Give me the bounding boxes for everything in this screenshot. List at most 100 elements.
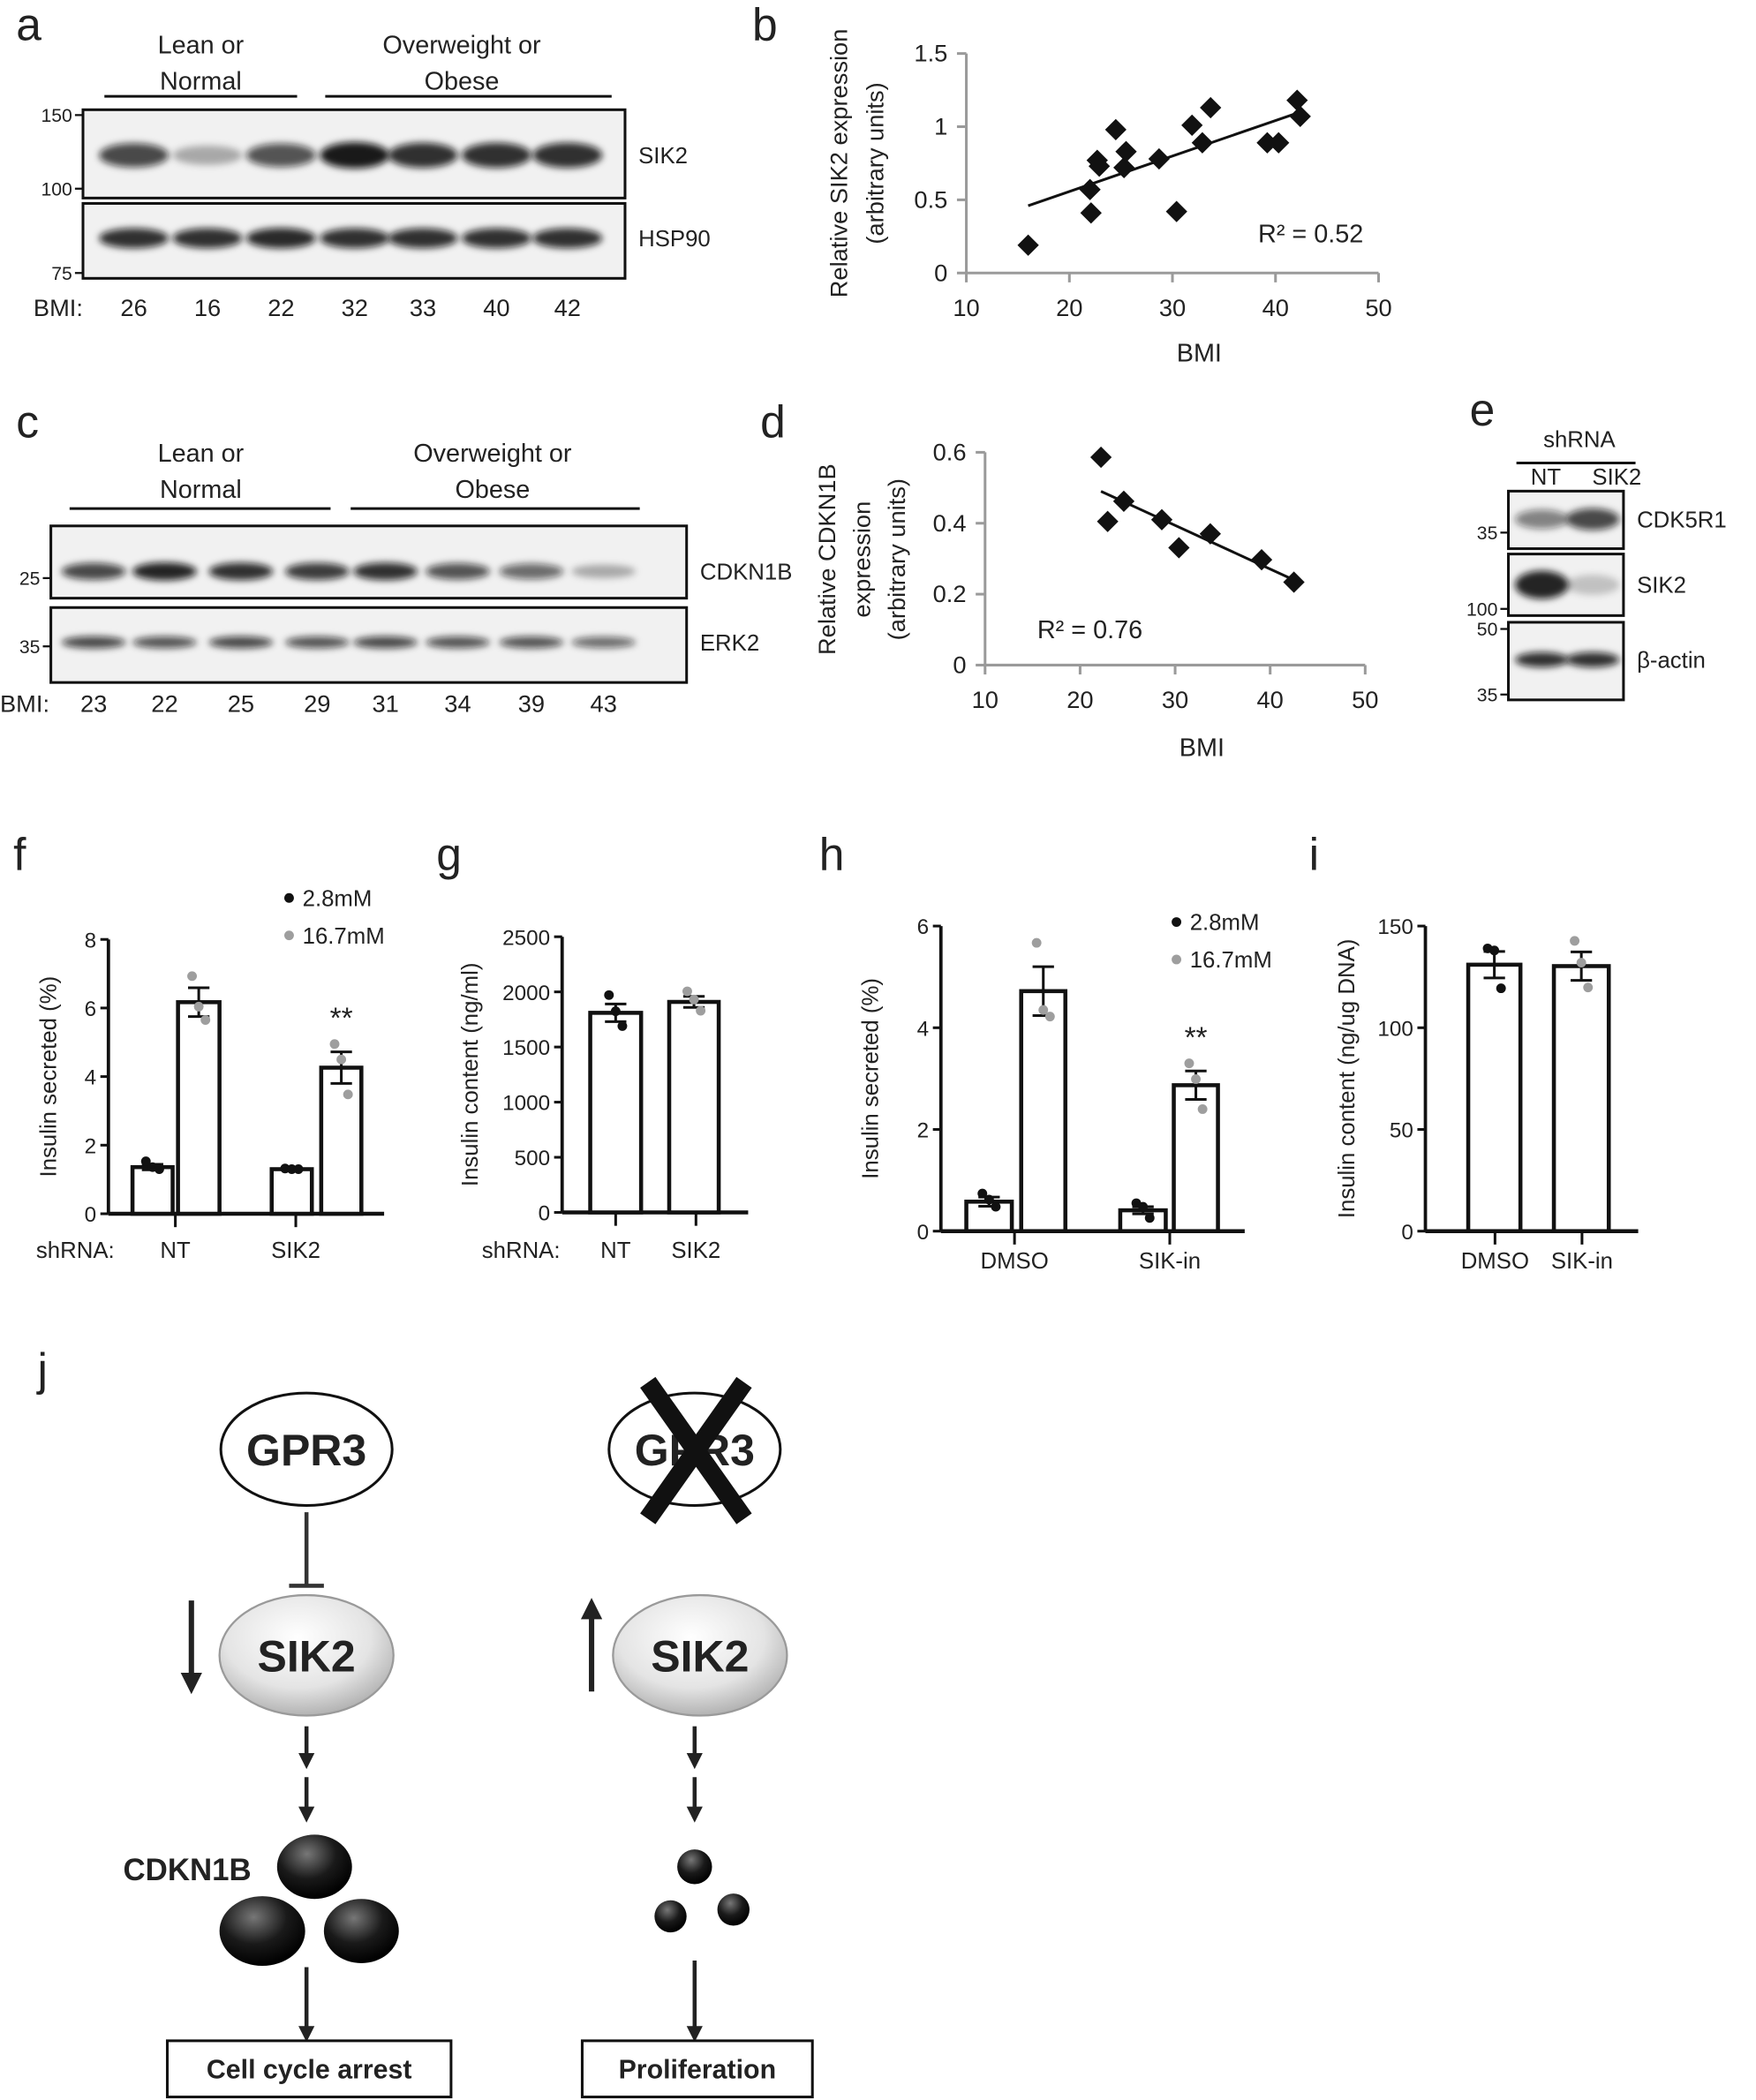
panel-letter-a: a xyxy=(16,0,41,49)
y-tick-label: 1000 xyxy=(502,1092,550,1116)
protein-band xyxy=(172,228,243,249)
x-tick-label: 50 xyxy=(1365,294,1391,321)
data-point-diamond xyxy=(1089,446,1112,469)
category-label: DMSO xyxy=(1461,1249,1529,1274)
protein-band xyxy=(353,636,418,649)
bmi-value: 43 xyxy=(591,690,617,718)
x-prefix-label: shRNA: xyxy=(482,1238,561,1263)
sik2-node xyxy=(218,1593,395,1717)
protein-band xyxy=(353,562,418,581)
bar xyxy=(667,999,721,1215)
mw-marker-label: 35 xyxy=(19,637,41,658)
mw-marker-label: 75 xyxy=(51,264,72,284)
y-tick-label: 1.5 xyxy=(914,40,947,67)
group-header: Obese xyxy=(455,476,530,504)
sik2-label: SIK2 xyxy=(258,1631,356,1681)
lane-label: SIK2 xyxy=(1592,465,1641,490)
protein-band xyxy=(99,228,170,249)
blot-panel-c: Lean or Normal Overweight or Obese CDKN1B ERK… xyxy=(0,440,792,717)
x-tick-label: 50 xyxy=(1352,686,1378,713)
protein-band xyxy=(61,636,126,649)
replicate-point xyxy=(1576,958,1586,968)
chart-h: 0 2 4 6 Insulin secreted (%) DMSO SIK-in ** 2.8m… xyxy=(858,911,1271,1275)
cdkn1b-sphere xyxy=(677,1849,712,1885)
replicate-point xyxy=(1038,1005,1049,1015)
protein-band xyxy=(462,228,531,249)
bar xyxy=(176,1000,222,1216)
replicate-point xyxy=(604,990,614,1000)
gpr3-node xyxy=(219,1391,394,1508)
bmi-value: 40 xyxy=(483,294,509,321)
y-tick-label: 0 xyxy=(934,259,947,286)
blot-row-label: CDKN1B xyxy=(700,560,793,584)
protein-band xyxy=(1515,570,1569,599)
replicate-point xyxy=(193,1001,204,1012)
protein-band xyxy=(388,142,458,169)
x-tick-label: 10 xyxy=(972,686,999,713)
bmi-value: 25 xyxy=(228,690,254,718)
y-tick-label: 4 xyxy=(917,1017,930,1041)
legend-marker xyxy=(1172,917,1182,927)
y-tick-label: 0 xyxy=(539,1202,551,1226)
y-tick-label: 0.2 xyxy=(933,580,967,607)
data-point-diamond xyxy=(1200,96,1222,119)
panel-letter-e: e xyxy=(1470,384,1496,435)
y-tick-label: 6 xyxy=(85,997,97,1021)
data-point-diamond xyxy=(1148,147,1170,170)
protein-band xyxy=(1565,651,1620,667)
legend-marker xyxy=(283,892,294,903)
legend-marker xyxy=(283,930,294,941)
mw-marker-label: 25 xyxy=(19,568,41,589)
x-prefix-label: shRNA: xyxy=(36,1238,115,1263)
bmi-value: 32 xyxy=(342,294,368,321)
gpr3-label: GPR3 xyxy=(246,1426,366,1475)
y-tick-label: 4 xyxy=(85,1066,97,1090)
protein-band xyxy=(571,564,637,578)
protein-band xyxy=(320,228,390,249)
legend-marker xyxy=(1172,954,1182,965)
outcome-box xyxy=(165,2039,453,2099)
outcome-proliferation: Proliferation xyxy=(619,2055,777,2084)
replicate-point xyxy=(610,1006,621,1017)
data-point-diamond xyxy=(1250,549,1273,571)
replicate-point xyxy=(1583,982,1594,993)
mw-marker-label: 35 xyxy=(1477,523,1498,544)
data-point-diamond xyxy=(1181,114,1203,136)
category-label: SIK-in xyxy=(1139,1249,1201,1274)
panel-letter-b: b xyxy=(752,0,778,49)
y-axis-label: Insulin secreted (%) xyxy=(858,978,883,1179)
protein-band xyxy=(99,143,170,168)
y-tick-label: 500 xyxy=(515,1147,550,1170)
y-tick-label: 0 xyxy=(1401,1221,1413,1245)
blot-row-label: SIK2 xyxy=(1637,574,1686,598)
legend-label: 2.8mM xyxy=(1190,911,1260,936)
replicate-point xyxy=(200,1015,211,1025)
y-tick-label: 0.4 xyxy=(933,509,967,537)
bar xyxy=(1551,964,1611,1233)
y-axis-label: expression xyxy=(848,501,875,618)
shrna-header: shRNA xyxy=(1543,427,1616,452)
x-tick-label: 30 xyxy=(1159,294,1186,321)
group-header: Overweight or xyxy=(382,32,541,60)
protein-band xyxy=(172,145,243,165)
blot-panel-a: Lean or Normal Overweight or Obese SIK2 HSP90… xyxy=(34,32,711,321)
replicate-point xyxy=(1197,1104,1208,1114)
r-squared-label: R² = 0.52 xyxy=(1258,220,1363,248)
bmi-value: 22 xyxy=(268,294,294,321)
knockout-x-icon xyxy=(640,1376,752,1524)
replicate-point xyxy=(287,1164,297,1174)
r-squared-label: R² = 0.76 xyxy=(1037,616,1142,644)
left-pathway: GPR3 SIK2 CDKN1B Cell cycle arrest xyxy=(123,1391,453,2099)
data-point-diamond xyxy=(1104,118,1127,140)
y-tick-label: 1 xyxy=(934,113,947,140)
cdkn1b-sphere xyxy=(219,1896,305,1967)
data-point-diamond xyxy=(1150,508,1173,531)
protein-band xyxy=(499,636,564,649)
outcome-cell-cycle-arrest: Cell cycle arrest xyxy=(207,2055,412,2084)
chart-b: 10 20 30 40 50 0 0.5 1 1.5 Relative SIK2 expressi… xyxy=(825,29,1392,368)
protein-band xyxy=(208,636,274,649)
y-tick-label: 2 xyxy=(917,1119,930,1143)
protein-band xyxy=(284,636,350,649)
